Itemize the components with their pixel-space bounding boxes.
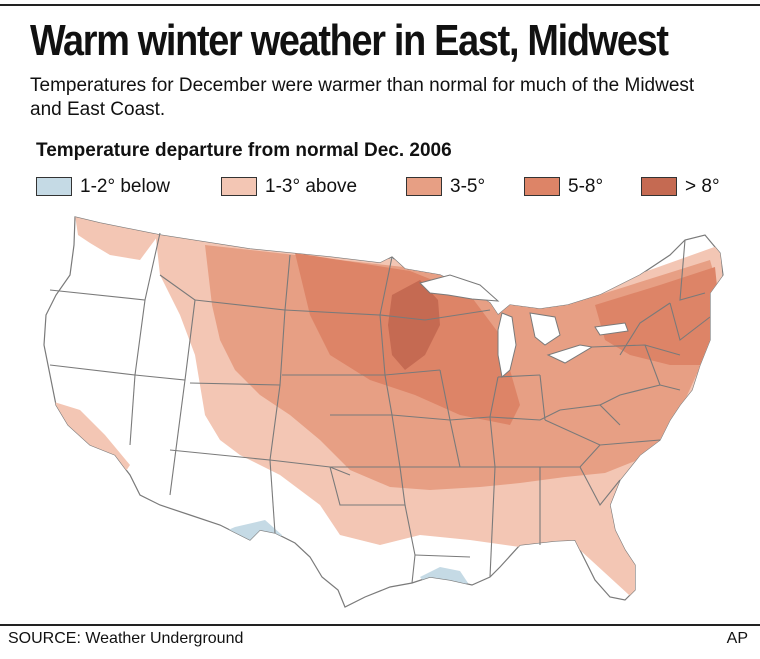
bottom-rule <box>0 624 760 626</box>
zone-5-8-northeast <box>595 267 720 365</box>
lake-ontario <box>594 322 629 336</box>
lake-michigan <box>497 312 517 378</box>
zone-over-8 <box>388 280 440 370</box>
legend-label: 1-3° above <box>265 176 358 197</box>
lake-superior <box>419 274 500 302</box>
legend-title: Temperature departure from normal Dec. 2… <box>36 140 452 161</box>
lake-huron <box>529 312 561 346</box>
top-rule <box>0 4 760 6</box>
state-borders <box>49 232 711 584</box>
legend-swatch-over-8 <box>641 177 677 196</box>
agency-credit: AP <box>726 630 748 647</box>
subtitle: Temperatures for December were warmer th… <box>30 75 695 120</box>
zone-nw-coast <box>75 217 160 260</box>
zone-below-texas <box>205 520 282 605</box>
legend-swatch-5-8 <box>524 177 560 196</box>
us-temperature-map <box>43 216 724 608</box>
legend-label: 3-5° <box>450 176 486 197</box>
legend-label: 1-2° below <box>80 176 170 197</box>
legend-swatch-below-1-2 <box>36 177 72 196</box>
page-title: Warm winter weather in East, Midwest <box>30 16 669 65</box>
legend-label: > 8° <box>685 176 720 197</box>
legend-swatch-3-5 <box>406 177 442 196</box>
legend-swatch-above-1-3 <box>221 177 257 196</box>
source-credit: SOURCE: Weather Underground <box>8 630 244 647</box>
legend-label: 5-8° <box>568 176 604 197</box>
